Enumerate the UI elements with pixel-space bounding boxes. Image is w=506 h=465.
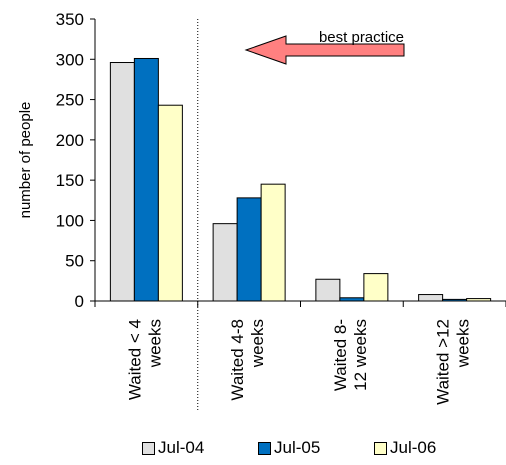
y-tick-label: 0 xyxy=(75,292,84,311)
bar-jul-04 xyxy=(109,62,135,302)
bar-jul-06 xyxy=(260,183,286,302)
legend-swatch-jul-04 xyxy=(142,441,155,455)
bar-jul-04 xyxy=(212,223,238,302)
legend-label-jul-05: Jul-05 xyxy=(274,438,321,457)
x-category-label: Waited < 4weeks xyxy=(125,319,164,400)
bar-jul-06 xyxy=(157,104,183,302)
x-category-label-line: Waited 8- xyxy=(331,319,350,391)
plot-area: 0 50 100 150 200 250 300 350 number of people Wai… xyxy=(17,10,506,412)
y-tick-label: 250 xyxy=(56,91,84,110)
y-axis-label: number of people xyxy=(17,102,34,219)
legend-label-jul-06: Jul-06 xyxy=(390,438,437,457)
legend-swatch-jul-05 xyxy=(258,441,271,455)
y-tick-label: 300 xyxy=(56,50,84,69)
x-category-label-line: weeks xyxy=(454,319,473,368)
bar-jul-04 xyxy=(315,278,341,302)
bar-jul-06 xyxy=(363,273,389,302)
best-practice-label: best practice xyxy=(319,29,404,46)
legend: Jul-04 Jul-05 Jul-06 xyxy=(0,438,506,460)
chart: 0 50 100 150 200 250 300 350 number of people Wai… xyxy=(17,10,506,412)
x-category-label: Waited >12weeks xyxy=(434,319,473,405)
bar-jul-05 xyxy=(339,297,365,302)
x-category-label: Waited 8-12 weeks xyxy=(331,319,370,391)
x-category-label-line: weeks xyxy=(248,319,267,368)
x-category-label-line: Waited >12 xyxy=(434,319,453,405)
x-category-label-line: Waited 4-8 xyxy=(228,319,247,401)
y-tick-label: 100 xyxy=(56,211,84,230)
legend-item-jul-04: Jul-04 xyxy=(142,438,204,458)
legend-label-jul-04: Jul-04 xyxy=(158,438,205,457)
legend-item-jul-06: Jul-06 xyxy=(374,438,436,458)
x-category-label-line: 12 weeks xyxy=(351,319,370,391)
x-category-label-line: weeks xyxy=(145,319,164,368)
legend-item-jul-05: Jul-05 xyxy=(258,438,320,458)
legend-swatch-jul-06 xyxy=(374,441,387,455)
bar-jul-05 xyxy=(133,57,159,302)
y-tick-label: 200 xyxy=(56,131,84,150)
y-tick-label: 50 xyxy=(65,252,84,271)
best-practice-arrow xyxy=(244,35,405,65)
y-tick-label: 150 xyxy=(56,171,84,190)
x-category-label-line: Waited < 4 xyxy=(125,319,144,400)
bar-jul-06 xyxy=(466,298,492,302)
x-category-label: Waited 4-8weeks xyxy=(228,319,267,401)
bar-jul-05 xyxy=(442,298,468,302)
bar-jul-05 xyxy=(236,197,262,302)
y-tick-label: 350 xyxy=(56,10,84,29)
bar-jul-04 xyxy=(418,294,444,302)
